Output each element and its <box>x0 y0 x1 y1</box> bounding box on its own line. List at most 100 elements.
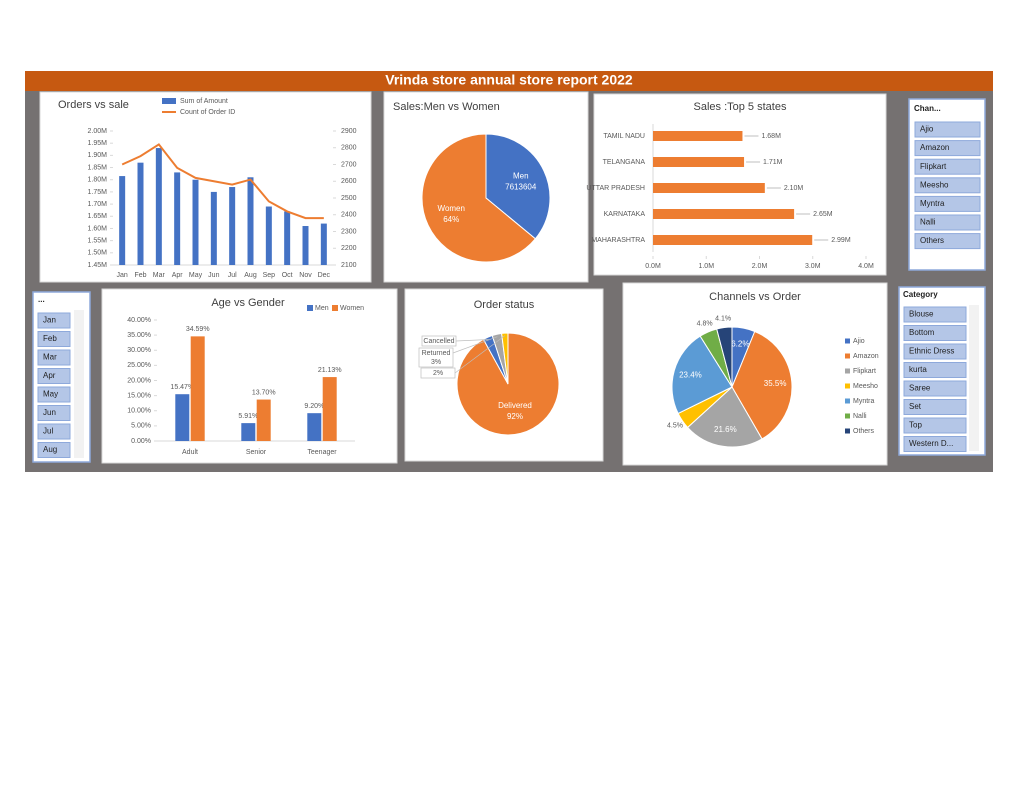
slicer-button[interactable] <box>37 331 71 347</box>
data-label: 5.91% <box>238 413 258 420</box>
slicer-item[interactable]: Myntra <box>920 199 945 208</box>
x-tick-label: Jan <box>117 272 128 279</box>
pie-slice <box>501 332 509 385</box>
slicer-button[interactable] <box>903 325 967 341</box>
data-label: 2% <box>433 370 443 377</box>
x-tick-label: 4.0M <box>858 263 874 270</box>
bar <box>322 377 337 441</box>
slicer-scrollbar[interactable] <box>74 310 84 458</box>
data-label: Cancelled <box>423 338 454 345</box>
legend-label: Myntra <box>853 398 875 405</box>
slicer-title: ... <box>38 295 45 304</box>
bar <box>247 177 254 265</box>
y-tick-label: 10.00% <box>127 408 151 415</box>
bar <box>653 157 745 167</box>
y-tick-label: 2.00M <box>88 128 108 135</box>
slicer-button[interactable] <box>914 140 981 157</box>
x-tick-label: May <box>189 272 203 279</box>
slicer-button[interactable] <box>37 368 71 384</box>
slicer-item[interactable]: Others <box>920 236 944 245</box>
slicer-item[interactable]: Bottom <box>909 328 935 337</box>
header-bar <box>25 71 993 91</box>
bar <box>302 226 309 265</box>
y-tick-label: TAMIL NADU <box>603 133 645 140</box>
bar <box>192 179 199 265</box>
slicer-button[interactable] <box>37 349 71 366</box>
slicer-item[interactable]: Ajio <box>920 125 934 134</box>
slicer-item[interactable]: Meesho <box>920 180 949 189</box>
slicer-button[interactable] <box>903 380 967 397</box>
data-label: 2.65M <box>813 211 833 218</box>
y-tick-label: 1.80M <box>88 177 108 184</box>
slicer-item[interactable]: Jul <box>43 427 53 436</box>
slicer-item[interactable]: Set <box>909 402 922 411</box>
data-label: 7613604 <box>505 182 537 191</box>
legend-marker <box>845 338 850 344</box>
slicer-item[interactable]: Flipkart <box>920 162 947 171</box>
x-tick-label: Aug <box>244 272 257 279</box>
slicer-item[interactable]: Western D... <box>909 439 953 448</box>
bar <box>155 148 162 265</box>
bar <box>307 413 322 441</box>
y-tick-label: 0.00% <box>131 438 151 445</box>
bar <box>241 423 256 441</box>
y-tick-label: 20.00% <box>127 377 151 384</box>
slicer-item[interactable]: Jun <box>43 408 56 417</box>
slicer-button[interactable] <box>914 233 981 250</box>
slicer-button[interactable] <box>914 158 981 175</box>
slicer-item[interactable]: Mar <box>43 353 57 362</box>
x-tick-label: 2.0M <box>752 263 768 270</box>
slicer-item[interactable]: Blouse <box>909 310 934 319</box>
slicer-button[interactable] <box>914 121 981 138</box>
x-tick-label: Nov <box>299 272 312 279</box>
x-tick-label: Sep <box>263 272 276 279</box>
pie-slice <box>686 386 763 448</box>
bar <box>284 211 291 265</box>
slicer-button[interactable] <box>37 405 71 421</box>
legend-marker <box>845 413 850 419</box>
slicer-item[interactable]: Amazon <box>920 143 949 152</box>
slicer-button[interactable] <box>37 442 71 458</box>
slicer-item[interactable]: Nalli <box>920 218 936 227</box>
slicer-button[interactable] <box>37 386 71 403</box>
slicer-item[interactable]: Aug <box>43 445 57 454</box>
slicer-button[interactable] <box>37 423 71 440</box>
data-label: 23.4% <box>679 370 702 379</box>
legend-label: Ajio <box>853 338 865 345</box>
slicer-button[interactable] <box>903 436 967 452</box>
slicer-item[interactable]: Feb <box>43 334 57 343</box>
pie-slice <box>716 326 733 388</box>
slicer-button[interactable] <box>914 214 981 231</box>
bar <box>653 131 743 141</box>
y-tick-label: 2300 <box>341 228 357 235</box>
y-tick-label: 1.85M <box>88 164 108 171</box>
slicer-button[interactable] <box>903 399 967 415</box>
slicer-item[interactable]: Ethnic Dress <box>909 347 954 356</box>
x-tick-label: Adult <box>182 449 198 456</box>
slicer-button[interactable] <box>903 362 967 378</box>
slicer-button[interactable] <box>903 417 967 434</box>
slicer-item[interactable]: May <box>43 390 58 399</box>
slicer-button[interactable] <box>903 306 967 323</box>
slicer-item[interactable]: Top <box>909 421 922 430</box>
slicer-button[interactable] <box>37 312 71 329</box>
y-tick-label: TELANGANA <box>603 159 646 166</box>
slicer-button[interactable] <box>903 343 967 360</box>
legend-label: Nalli <box>853 413 867 420</box>
slicer-item[interactable]: Jan <box>43 316 56 325</box>
y-tick-label: 1.95M <box>88 140 108 147</box>
data-label: 64% <box>443 215 459 224</box>
slicer-item[interactable]: Apr <box>43 371 56 380</box>
slicer-item[interactable]: kurta <box>909 365 927 374</box>
slicer-button[interactable] <box>914 195 981 212</box>
data-label: 6.2% <box>731 340 749 349</box>
y-tick-label: 5.00% <box>131 423 151 430</box>
chart-title: Sales:Men vs Women <box>393 101 500 113</box>
slicer-scrollbar[interactable] <box>969 305 979 451</box>
legend-label: Flipkart <box>853 368 876 375</box>
chart-title: Age vs Gender <box>211 297 285 309</box>
slicer-item[interactable]: Saree <box>909 384 931 393</box>
legend-marker <box>162 98 176 104</box>
legend-marker <box>845 428 850 434</box>
slicer-button[interactable] <box>914 177 981 194</box>
